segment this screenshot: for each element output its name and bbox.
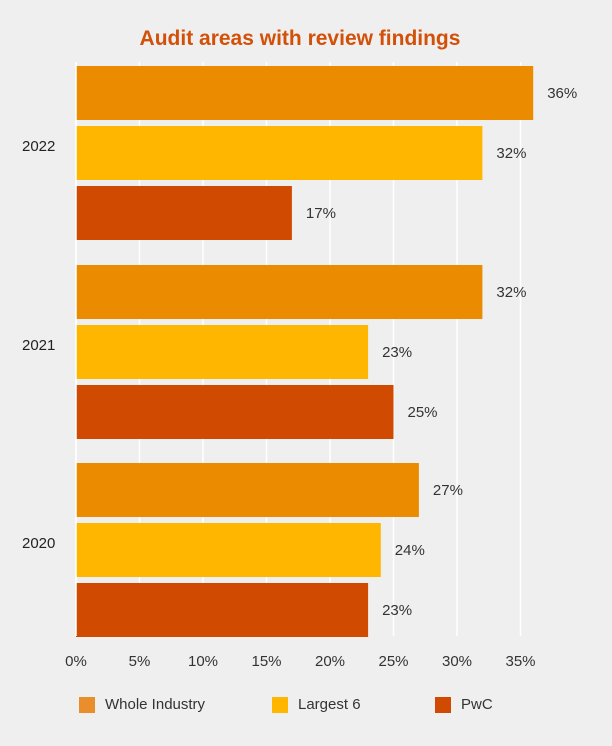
category-label-2021: 2021 — [22, 337, 55, 354]
chart-title: Audit areas with review findings — [139, 27, 461, 50]
data-label-2021-whole-industry: 32% — [496, 284, 526, 301]
bar-2022-pwc — [76, 186, 292, 240]
x-tick-label-0: 0% — [65, 653, 87, 670]
data-label-2021-pwc: 25% — [408, 404, 438, 421]
x-tick-label-10: 10% — [188, 653, 218, 670]
data-label-2020-whole-industry: 27% — [433, 482, 463, 499]
legend-label-pwc: PwC — [461, 696, 493, 713]
x-tick-label-35: 35% — [505, 653, 535, 670]
legend-swatch-whole-industry — [79, 696, 95, 713]
bar-2020-pwc — [76, 583, 369, 637]
legend-swatch-largest-6 — [272, 696, 288, 713]
legend-label-largest-6: Largest 6 — [298, 696, 361, 713]
legend-item-pwc: PwC — [435, 696, 493, 713]
x-tick-label-15: 15% — [251, 653, 281, 670]
bar-2022-whole-industry — [76, 66, 534, 120]
bar-chart: 36% 32% 17% 2022 32% 23% 25% 2021 27% 24% 23% 2020 0… — [22, 62, 577, 670]
legend: Whole Industry Largest 6 PwC — [0, 696, 612, 718]
legend-label-whole-industry: Whole Industry — [105, 696, 206, 713]
x-tick-label-30: 30% — [442, 653, 472, 670]
data-label-2022-largest-6: 32% — [496, 145, 526, 162]
bar-2020-whole-industry — [76, 463, 419, 517]
bar-2021-whole-industry — [76, 265, 483, 319]
legend-item-whole-industry: Whole Industry — [79, 696, 205, 713]
x-tick-label-20: 20% — [315, 653, 345, 670]
legend-swatch-pwc — [435, 696, 451, 713]
data-label-2020-pwc: 23% — [382, 602, 412, 619]
x-tick-label-5: 5% — [129, 653, 151, 670]
bar-2021-largest-6 — [76, 325, 369, 379]
bar-2021-pwc — [76, 385, 394, 439]
data-label-2022-pwc: 17% — [306, 205, 336, 222]
data-label-2022-whole-industry: 36% — [547, 85, 577, 102]
bar-2020-largest-6 — [76, 523, 381, 577]
data-label-2020-largest-6: 24% — [395, 542, 425, 559]
bar-2022-largest-6 — [76, 126, 483, 180]
category-label-2022: 2022 — [22, 138, 55, 155]
data-label-2021-largest-6: 23% — [382, 344, 412, 361]
category-label-2020: 2020 — [22, 535, 55, 552]
x-tick-label-25: 25% — [378, 653, 408, 670]
legend-item-largest-6: Largest 6 — [272, 696, 361, 713]
